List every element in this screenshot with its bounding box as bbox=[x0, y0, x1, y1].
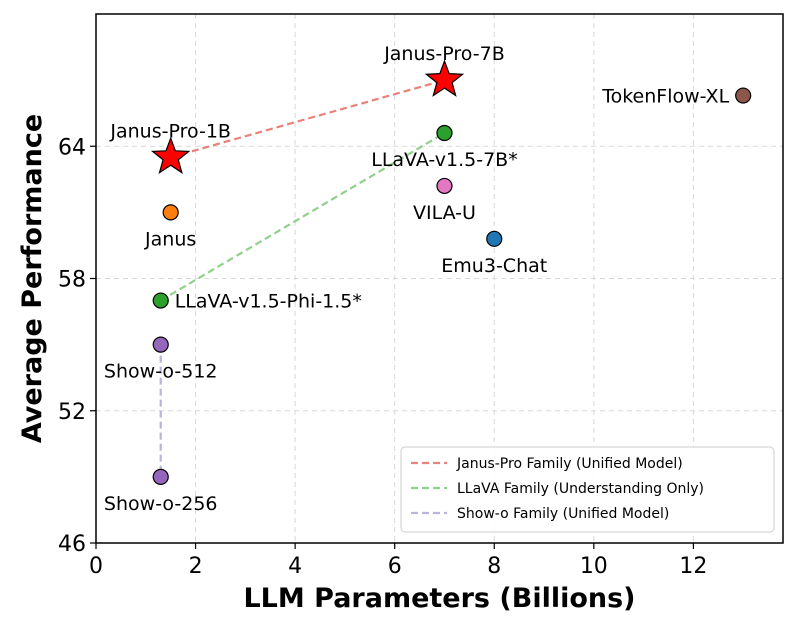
label-emu3-chat: Emu3-Chat bbox=[441, 255, 547, 277]
x-tick-label: 10 bbox=[580, 554, 608, 579]
series-line-janus-pro-family-unified-model bbox=[170, 79, 445, 159]
label-janus-pro-7b: Janus-Pro-7B bbox=[383, 43, 505, 65]
x-tick-label: 4 bbox=[288, 554, 302, 579]
x-tick-label: 0 bbox=[89, 554, 103, 579]
legend-label-llava-family-understanding-only: LLaVA Family (Understanding Only) bbox=[457, 481, 704, 497]
label-llava-v1-5-7b: LLaVA-v1.5-7B* bbox=[371, 149, 517, 171]
point-tokenflow-xl bbox=[735, 87, 752, 104]
label-vila-u: VILA-U bbox=[413, 202, 476, 224]
point-vila-u bbox=[436, 177, 453, 195]
x-tick-label: 12 bbox=[679, 554, 707, 579]
point-janus-pro-1b bbox=[150, 136, 191, 175]
x-tick-label: 8 bbox=[487, 554, 501, 579]
point-janus bbox=[162, 204, 179, 221]
y-tick-label: 58 bbox=[58, 268, 86, 293]
y-tick-label: 64 bbox=[58, 135, 86, 160]
y-tick-label: 46 bbox=[58, 532, 86, 557]
point-show-o-512 bbox=[152, 336, 169, 353]
label-llava-v1-5-phi-1-5: LLaVA-v1.5-Phi-1.5* bbox=[175, 291, 362, 313]
point-llava-v1-5-7b bbox=[436, 124, 453, 142]
point-show-o-256 bbox=[152, 468, 169, 485]
y-axis-title: Average Performance bbox=[17, 114, 48, 443]
label-janus: Janus bbox=[144, 228, 196, 250]
label-tokenflow-xl: TokenFlow-XL bbox=[601, 86, 729, 108]
point-llava-v1-5-phi-1-5 bbox=[152, 292, 169, 309]
legend-label-janus-pro-family-unified-model: Janus-Pro Family (Unified Model) bbox=[456, 456, 683, 472]
y-tick-label: 52 bbox=[58, 400, 86, 425]
family-lines bbox=[159, 79, 446, 477]
legend: Janus-Pro Family (Unified Model) LLaVA Fa… bbox=[400, 446, 775, 533]
label-show-o-512: Show-o-512 bbox=[104, 361, 218, 383]
legend-box bbox=[400, 446, 775, 533]
label-janus-pro-1b: Janus-Pro-1B bbox=[109, 120, 231, 142]
x-tick-label: 6 bbox=[388, 554, 402, 579]
x-tick-label: 2 bbox=[189, 554, 203, 579]
point-janus-pro-7b bbox=[424, 59, 465, 97]
data-points bbox=[150, 59, 752, 485]
label-show-o-256: Show-o-256 bbox=[104, 493, 218, 515]
point-emu3-chat bbox=[486, 230, 503, 247]
legend-label-show-o-family-unified-model: Show-o Family (Unified Model) bbox=[457, 506, 669, 522]
point-labels: Janus-Pro-1B Janus-Pro-7B TokenFlow-XL LLaV… bbox=[104, 43, 730, 515]
x-axis-title: LLM Parameters (Billions) bbox=[243, 583, 635, 614]
